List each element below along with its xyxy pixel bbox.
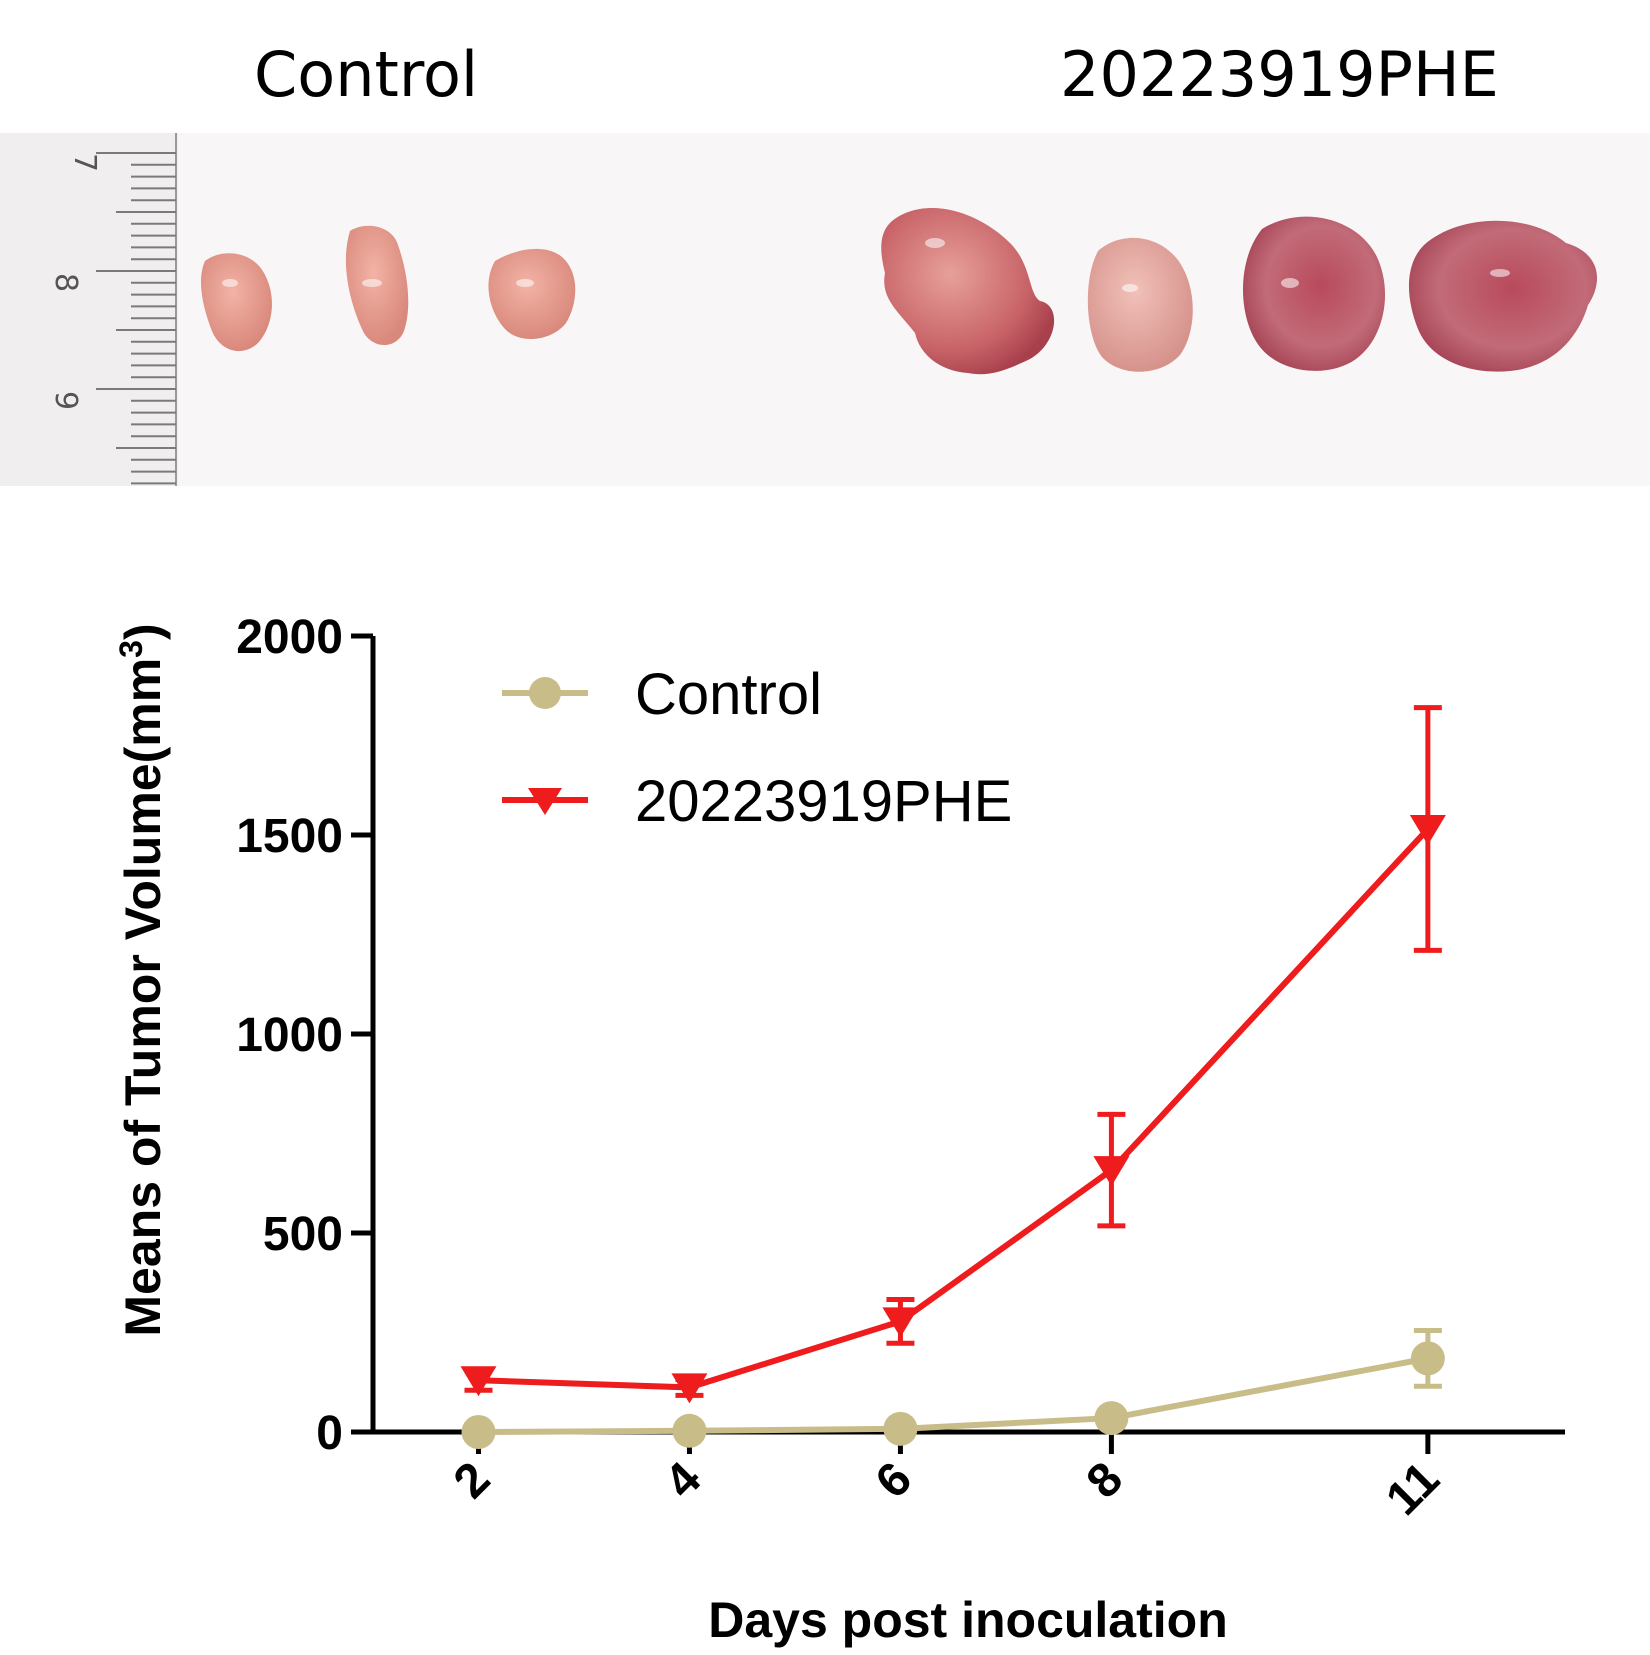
legend-label-treated: 20223919PHE xyxy=(635,769,1012,834)
ruler-mark-9: 9 xyxy=(48,391,83,410)
legend-label-control: Control xyxy=(635,662,822,727)
y-tick-label: 1500 xyxy=(236,810,343,863)
data-point xyxy=(882,1307,919,1338)
x-tick-label: 4 xyxy=(655,1452,712,1509)
x-tick-label: 11 xyxy=(1376,1452,1449,1525)
tumor-photo: 7 8 9 xyxy=(0,133,1650,486)
legend-marker-treated xyxy=(528,788,562,815)
legend-marker-control xyxy=(529,677,561,709)
data-point xyxy=(671,1373,708,1404)
series-line xyxy=(478,1355,1429,1435)
data-point xyxy=(883,1411,918,1446)
y-tick-label: 1000 xyxy=(236,1009,343,1062)
ruler: 7 8 9 xyxy=(0,133,178,486)
y-tick-label: 2000 xyxy=(236,611,343,664)
data-point xyxy=(1410,1341,1445,1376)
treated-tumor-2 xyxy=(1087,237,1193,372)
control-tumor-3 xyxy=(488,248,576,340)
data-point xyxy=(1094,1401,1129,1436)
data-point xyxy=(1409,815,1446,846)
ruler-mark-8: 8 xyxy=(48,273,83,292)
y-tick-label: 500 xyxy=(263,1208,343,1261)
control-tumor-1 xyxy=(201,253,272,352)
photo-label-treated: 20223919PHE xyxy=(1060,38,1499,111)
tumor-highlights xyxy=(222,238,1510,292)
treated-tumor-1 xyxy=(881,208,1055,375)
data-point xyxy=(460,1366,497,1397)
x-axis-title: Days post inoculation xyxy=(708,1592,1228,1648)
tumor-volume-chart: 0 500 1000 1500 2000 2 4 6 8 11 Means of Tumor V… xyxy=(113,611,1565,1648)
data-point xyxy=(461,1415,496,1449)
x-tick-label: 2 xyxy=(444,1452,500,1508)
axes xyxy=(370,636,1565,1435)
legend-item-control: Control xyxy=(502,662,822,727)
photo-label-control: Control xyxy=(254,38,479,111)
series-line xyxy=(478,826,1431,1391)
treated-tumor-4 xyxy=(1408,220,1598,372)
ruler-mark-7: 7 xyxy=(67,153,102,172)
y-axis-ticks: 0 500 1000 1500 2000 xyxy=(236,611,373,1460)
legend: Control 20223919PHE xyxy=(502,662,1012,834)
data-point xyxy=(1093,1156,1130,1187)
series-control xyxy=(461,1328,1445,1449)
series-layer xyxy=(460,705,1446,1449)
y-axis-title: Means of Tumor Volume(mm3) xyxy=(113,623,171,1336)
data-point xyxy=(672,1413,707,1448)
x-tick-label: 8 xyxy=(1077,1452,1133,1508)
x-axis-ticks: 2 4 6 8 11 xyxy=(444,1432,1450,1526)
series-treated xyxy=(460,705,1446,1404)
y-tick-label: 0 xyxy=(316,1407,343,1460)
legend-item-treated: 20223919PHE xyxy=(502,769,1012,834)
x-tick-label: 6 xyxy=(866,1452,922,1508)
treated-tumor-3 xyxy=(1243,216,1386,371)
treated-tumors xyxy=(881,208,1598,375)
